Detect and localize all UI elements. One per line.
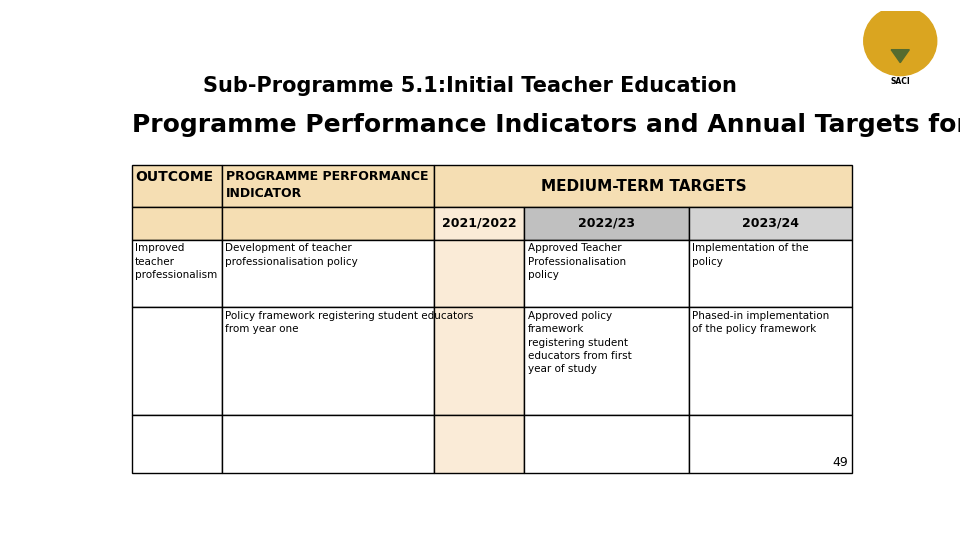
- Text: Policy framework registering student educators
from year one: Policy framework registering student edu…: [225, 311, 473, 334]
- Bar: [222, 165, 434, 207]
- Bar: [524, 207, 688, 240]
- Text: Implementation of the
policy: Implementation of the policy: [692, 244, 808, 267]
- Bar: [524, 307, 688, 415]
- Text: 2023/24: 2023/24: [742, 217, 799, 230]
- Text: Programme Performance Indicators and Annual Targets for 2021/22: Programme Performance Indicators and Ann…: [132, 113, 960, 137]
- Bar: [524, 240, 688, 307]
- Bar: [222, 307, 434, 415]
- Polygon shape: [891, 50, 909, 63]
- Bar: [434, 307, 524, 415]
- Bar: [688, 240, 852, 307]
- Text: MEDIUM-TERM TARGETS: MEDIUM-TERM TARGETS: [540, 179, 746, 193]
- Bar: [434, 240, 524, 307]
- Bar: [688, 415, 852, 473]
- Bar: [132, 307, 222, 415]
- Bar: [434, 165, 852, 207]
- Text: 2021/2022: 2021/2022: [442, 217, 516, 230]
- Text: SACI: SACI: [890, 77, 910, 86]
- Bar: [688, 207, 852, 240]
- Text: Improved
teacher
professionalism: Improved teacher professionalism: [134, 244, 217, 280]
- Circle shape: [864, 6, 937, 76]
- Text: Development of teacher
professionalisation policy: Development of teacher professionalisati…: [225, 244, 357, 267]
- Text: PROGRAMME PERFORMANCE
INDICATOR: PROGRAMME PERFORMANCE INDICATOR: [226, 170, 428, 200]
- Bar: [132, 165, 222, 207]
- Text: Approved Teacher
Professionalisation
policy: Approved Teacher Professionalisation pol…: [528, 244, 626, 280]
- Text: Phased-in implementation
of the policy framework: Phased-in implementation of the policy f…: [692, 311, 829, 334]
- Bar: [222, 240, 434, 307]
- Bar: [434, 415, 524, 473]
- Bar: [434, 207, 524, 240]
- Text: OUTCOME: OUTCOME: [135, 170, 214, 184]
- Bar: [688, 307, 852, 415]
- Text: Sub-Programme 5.1:Initial Teacher Education: Sub-Programme 5.1:Initial Teacher Educat…: [203, 76, 736, 96]
- Bar: [222, 415, 434, 473]
- Bar: [222, 207, 434, 240]
- Bar: [524, 415, 688, 473]
- Text: 2022/23: 2022/23: [578, 217, 636, 230]
- Bar: [132, 240, 222, 307]
- Text: Approved policy
framework
registering student
educators from first
year of study: Approved policy framework registering st…: [528, 311, 632, 374]
- Bar: [132, 415, 222, 473]
- Text: 49: 49: [832, 456, 849, 469]
- Bar: [132, 207, 222, 240]
